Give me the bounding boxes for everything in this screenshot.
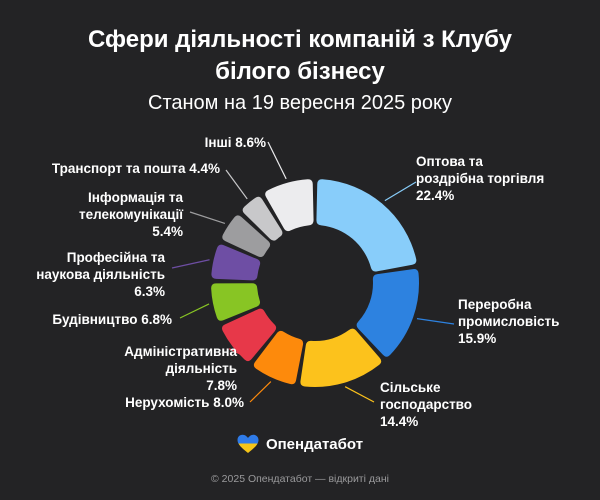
chart-subtitle: Станом на 19 вересня 2025 року [148, 92, 452, 114]
slice-label: Інформація та телекомунікації 5.4% [79, 190, 184, 239]
ukraine-flag-heart-logo [237, 434, 259, 454]
chart-title-line-2: білого бізнесу [215, 58, 385, 85]
leader-line [249, 381, 272, 403]
leader-line [225, 169, 248, 200]
donut-slice [316, 179, 417, 272]
donut-slice [222, 215, 271, 258]
leader-line [179, 303, 210, 319]
donut-slice [242, 196, 283, 241]
slice-labels: Оптова та роздрібна торгівля 22.4% Переробн… [36, 135, 559, 429]
leader-line [384, 181, 417, 202]
brand-name: Опендатабот [265, 435, 364, 453]
leader-line [228, 348, 245, 357]
slice-label: Адміністративна діяльність 7.8% [124, 344, 237, 393]
donut-slice [221, 308, 277, 362]
footer-copyright: © 2025 Опендатабот — відкриті дані [211, 473, 389, 485]
leader-line [267, 141, 287, 180]
leader-line [416, 318, 455, 325]
slice-label: Нерухомість 8.0% [125, 395, 244, 410]
leader-line [171, 259, 210, 269]
leader-line [344, 386, 375, 403]
donut-slice [253, 330, 304, 385]
leader-line [189, 211, 226, 224]
donut-slice [265, 179, 314, 232]
chart-title: Сфери діяльності компаній з Клубу білого… [0, 24, 600, 88]
slice-label: Інші 8.6% [205, 135, 266, 150]
donut-slice [211, 283, 261, 321]
donut-slices [211, 179, 419, 387]
donut-slice [356, 269, 419, 357]
slice-label: Професійна та наукова діяльність 6.3% [36, 250, 165, 299]
slice-label: Транспорт та пошта 4.4% [52, 161, 220, 176]
slice-label: Переробна промисловість 15.9% [458, 297, 559, 346]
slice-label: Сільське господарство 14.4% [380, 380, 472, 429]
donut-slice [211, 244, 261, 281]
slice-label: Будівництво 6.8% [52, 312, 172, 327]
chart-title-line-1: Сфери діяльності компаній з Клубу [88, 26, 512, 53]
brand: Опендатабот [0, 434, 600, 454]
donut-slice [300, 328, 382, 387]
slice-label: Оптова та роздрібна торгівля 22.4% [416, 154, 544, 203]
label-leader-lines [171, 141, 455, 403]
